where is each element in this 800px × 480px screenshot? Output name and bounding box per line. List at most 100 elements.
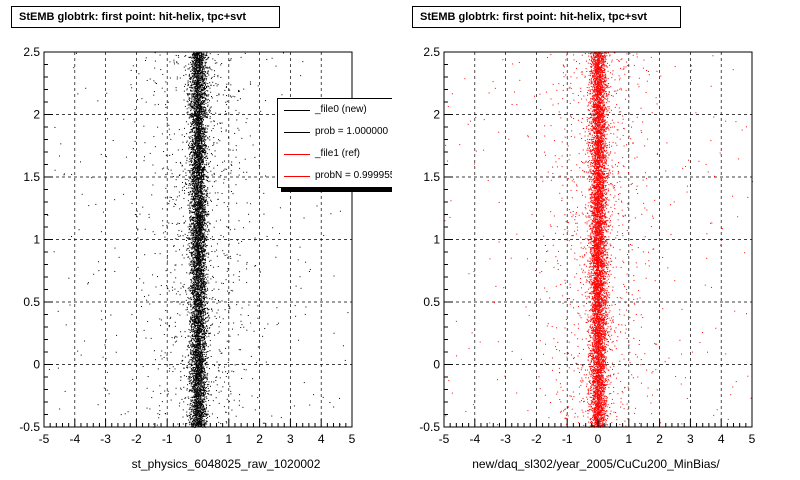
scatter-point [191, 364, 193, 366]
scatter-point [193, 320, 195, 322]
scatter-point [205, 344, 207, 346]
scatter-point [190, 325, 192, 327]
scatter-point [193, 307, 195, 309]
scatter-point [195, 73, 197, 75]
scatter-point [202, 137, 204, 139]
scatter-point [202, 360, 204, 362]
scatter-point [202, 126, 204, 128]
scatter-point [197, 232, 199, 234]
scatter-point [190, 187, 192, 189]
scatter-point [206, 329, 208, 331]
scatter-point [195, 408, 197, 410]
scatter-point [207, 410, 209, 412]
scatter-point [194, 73, 196, 75]
scatter-point [193, 294, 195, 296]
scatter-point [210, 324, 212, 326]
scatter-point [189, 105, 191, 107]
scatter-point [194, 320, 196, 322]
scatter-point [196, 116, 198, 118]
scatter-point [203, 275, 205, 277]
scatter-point [204, 253, 206, 255]
scatter-point [196, 292, 198, 294]
scatter-point [195, 348, 197, 350]
scatter-point [206, 211, 208, 213]
scatter-point [206, 237, 208, 239]
scatter-point [196, 241, 198, 243]
scatter-point [191, 248, 193, 250]
scatter-point [203, 406, 205, 408]
scatter-point [196, 341, 198, 343]
scatter-point [191, 269, 193, 271]
scatter-point [201, 384, 203, 386]
scatter-point [189, 383, 191, 385]
scatter-point [198, 338, 200, 340]
scatter-point [190, 136, 192, 138]
scatter-point [203, 368, 205, 370]
scatter-point [196, 57, 198, 59]
scatter-point [194, 212, 196, 214]
scatter-point [202, 170, 204, 172]
scatter-point [188, 63, 190, 65]
scatter-point [194, 314, 196, 316]
scatter-point [195, 275, 197, 277]
scatter-point [194, 388, 196, 390]
scatter-point [192, 171, 194, 173]
scatter-point [205, 150, 207, 152]
scatter-point [206, 366, 208, 368]
scatter-point [191, 217, 193, 219]
scatter-point [199, 250, 201, 252]
scatter-point [198, 58, 200, 60]
scatter-point [199, 321, 201, 323]
scatter-point [186, 133, 188, 135]
scatter-point [199, 302, 201, 304]
scatter-point [202, 305, 204, 307]
scatter-point [194, 201, 196, 203]
scatter-point [202, 282, 204, 284]
scatter-point [187, 366, 189, 368]
scatter-point [196, 291, 198, 293]
scatter-point [201, 369, 203, 371]
scatter-point [203, 211, 205, 213]
scatter-point [200, 292, 202, 294]
scatter-point [197, 171, 199, 173]
scatter-point [198, 372, 200, 374]
scatter-point [200, 394, 202, 396]
scatter-point [199, 95, 201, 97]
scatter-point [195, 65, 197, 67]
scatter-point [193, 232, 195, 234]
scatter-point [190, 317, 192, 319]
scatter-point [199, 148, 201, 150]
scatter-point [189, 407, 191, 409]
scatter-point [195, 334, 197, 336]
scatter-point [201, 190, 203, 192]
scatter-point [207, 179, 209, 181]
scatter-point [195, 287, 197, 289]
scatter-point [189, 342, 191, 344]
scatter-point [200, 174, 202, 176]
scatter-point [197, 127, 199, 129]
scatter-point [190, 147, 192, 149]
scatter-point [193, 423, 195, 425]
scatter-point [195, 270, 197, 272]
scatter-point [199, 69, 201, 71]
scatter-point [201, 222, 203, 224]
scatter-point [204, 288, 206, 290]
scatter-point [192, 188, 194, 190]
scatter-point [197, 375, 199, 377]
scatter-point [198, 364, 200, 366]
scatter-point [199, 157, 201, 159]
scatter-point [192, 221, 194, 223]
scatter-point [195, 238, 197, 240]
scatter-point [201, 185, 203, 187]
scatter-point [192, 301, 194, 303]
scatter-point [202, 264, 204, 266]
scatter-point [200, 129, 202, 131]
scatter-point [206, 112, 208, 114]
scatter-point [201, 115, 203, 117]
scatter-point [196, 393, 198, 395]
scatter-point [198, 198, 200, 200]
scatter-point [189, 375, 191, 377]
scatter-point [202, 265, 204, 267]
scatter-point [196, 331, 198, 333]
scatter-point [202, 159, 204, 161]
